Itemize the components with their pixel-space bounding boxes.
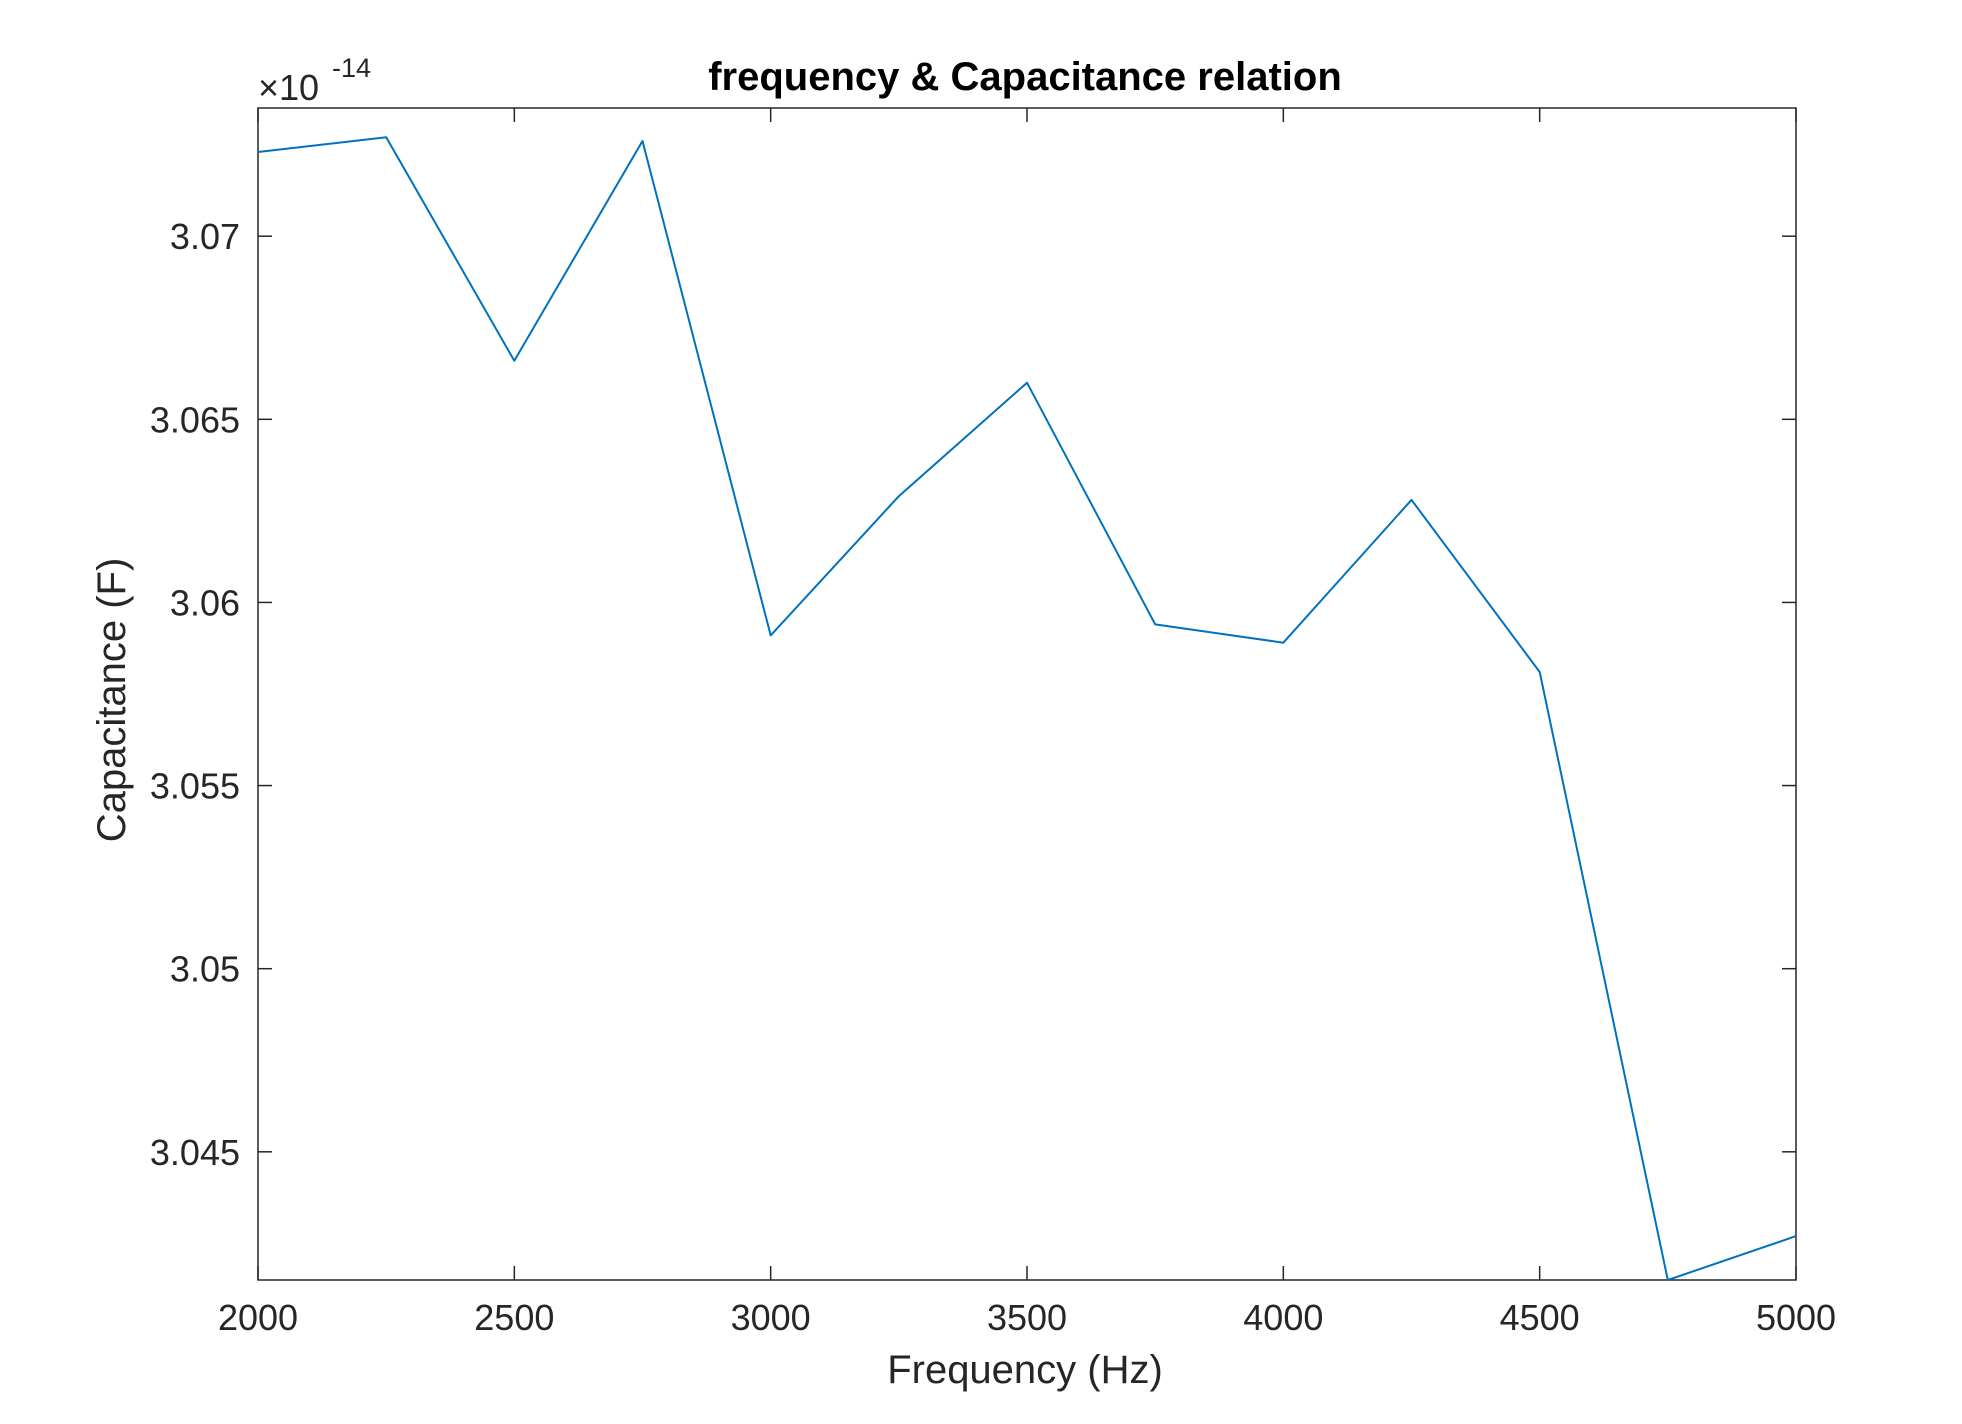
y-tick-label: 3.07 — [170, 216, 240, 257]
x-tick-label: 3000 — [731, 1297, 811, 1338]
axes-box — [257, 107, 1797, 1281]
x-tick-label: 3500 — [987, 1297, 1067, 1338]
y-exponent-power: -14 — [332, 53, 371, 83]
y-tick-label: 3.045 — [150, 1132, 240, 1173]
y-exponent-label: ×10 — [258, 67, 319, 108]
y-tick-label: 3.05 — [170, 949, 240, 990]
y-exponent: ×10 -14 — [258, 53, 371, 108]
series-line — [257, 136, 1797, 1281]
x-tick-label: 5000 — [1756, 1297, 1836, 1338]
x-tick-label: 2500 — [474, 1297, 554, 1338]
chart-title: frequency & Capacitance relation — [708, 55, 1342, 99]
y-tick-label: 3.065 — [150, 399, 240, 440]
y-axis-label: Capacitance (F) — [90, 558, 134, 843]
y-tick-label: 3.055 — [150, 766, 240, 807]
x-axis-label: Frequency (Hz) — [887, 1348, 1163, 1392]
x-tick-label: 4000 — [1243, 1297, 1323, 1338]
plot-area: 2000 2500 3000 3500 4000 4500 5000 3.045 3.05 3.0… — [150, 107, 1836, 1338]
x-tick-label: 4500 — [1500, 1297, 1580, 1338]
y-tick-label: 3.06 — [170, 582, 240, 623]
x-tick-label: 2000 — [218, 1297, 298, 1338]
